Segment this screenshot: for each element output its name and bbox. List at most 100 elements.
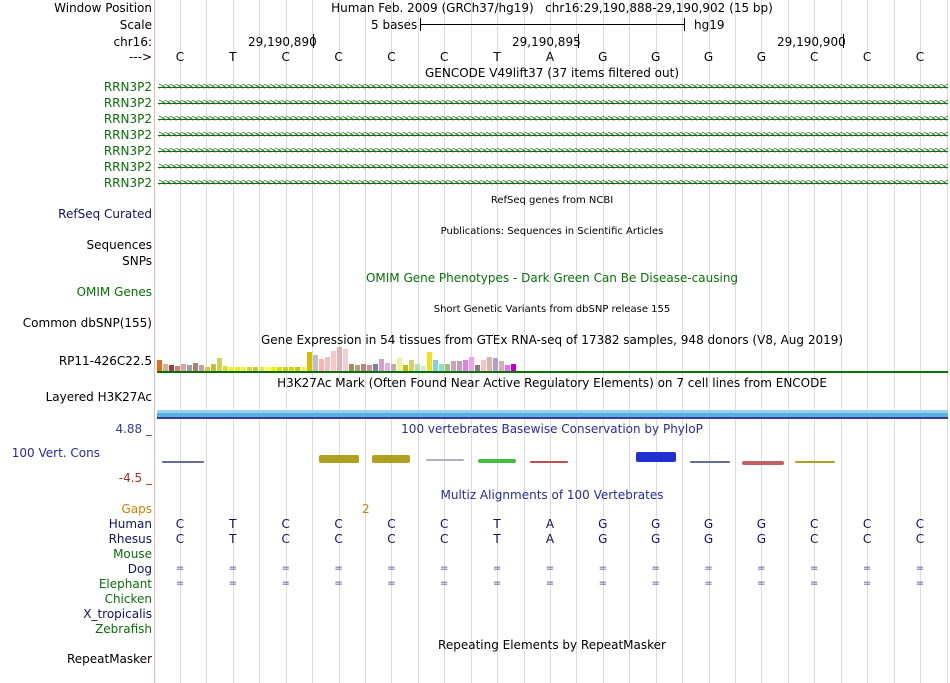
gtex-tissue-bar[interactable] [295,367,300,371]
gene-feature[interactable] [158,151,948,152]
gtex-tissue-bar[interactable] [451,361,456,371]
gtex-tissue-bar[interactable] [445,364,450,371]
species-label[interactable]: Rhesus [108,532,152,546]
gtex-tissue-bar[interactable] [373,364,378,371]
gene-feature[interactable] [158,103,948,104]
species-label[interactable]: X_tropicalis [83,607,152,621]
gtex-tissue-bar[interactable] [241,367,246,371]
publications-track-label[interactable]: Sequences [86,238,152,252]
h3k27ac-track-label[interactable]: Layered H3K27Ac [45,390,152,404]
gtex-tissue-bar[interactable] [217,358,222,371]
conservation-logo[interactable] [319,455,359,463]
gene-feature[interactable] [158,183,948,184]
conservation-logo[interactable] [478,459,516,463]
species-label[interactable]: Mouse [113,547,152,561]
gtex-tissue-bar[interactable] [325,357,330,371]
gtex-tissue-bar[interactable] [397,358,402,371]
species-label[interactable]: Elephant [98,577,152,591]
conservation-logo[interactable] [530,461,568,463]
snps-track-label[interactable]: SNPs [122,254,152,268]
species-label[interactable]: Zebrafish [95,622,152,636]
gtex-tissue-bar[interactable] [289,367,294,371]
gtex-tissue-bar[interactable] [157,360,162,371]
gtex-expression-chart[interactable] [157,346,537,371]
gtex-tissue-bar[interactable] [499,361,504,371]
gtex-tissue-bar[interactable] [493,358,498,371]
gtex-tissue-bar[interactable] [403,365,408,371]
gtex-tissue-bar[interactable] [211,364,216,371]
gtex-tissue-bar[interactable] [331,351,336,371]
gtex-tissue-bar[interactable] [487,357,492,371]
gtex-tissue-bar[interactable] [391,364,396,371]
gencode-item-label[interactable]: RRN3P2 [103,160,152,174]
gencode-item-label[interactable]: RRN3P2 [103,176,152,190]
gtex-tissue-bar[interactable] [463,360,468,371]
gtex-gene-bar[interactable] [157,371,948,373]
gtex-tissue-bar[interactable] [367,365,372,371]
gtex-tissue-bar[interactable] [337,347,342,371]
species-label[interactable]: Dog [127,562,152,576]
gencode-item-label[interactable]: RRN3P2 [103,128,152,142]
gtex-tissue-bar[interactable] [469,357,474,371]
gtex-tissue-bar[interactable] [385,363,390,371]
dbsnp-track-label[interactable]: Common dbSNP(155) [22,316,152,330]
gtex-tissue-bar[interactable] [235,367,240,371]
refseq-track-label[interactable]: RefSeq Curated [58,207,152,221]
gtex-tissue-bar[interactable] [163,364,168,371]
gtex-tissue-bar[interactable] [193,363,198,371]
gtex-tissue-bar[interactable] [343,349,348,371]
gtex-tissue-bar[interactable] [457,361,462,371]
conservation-logo[interactable] [636,452,676,462]
gtex-tissue-bar[interactable] [433,360,438,371]
gtex-tissue-bar[interactable] [307,352,312,371]
gtex-tissue-bar[interactable] [175,366,180,371]
gtex-tissue-bar[interactable] [169,365,174,371]
gtex-tissue-bar[interactable] [349,364,354,371]
gtex-tissue-bar[interactable] [205,367,210,371]
conservation-logo[interactable] [690,461,730,463]
conservation-logo[interactable] [372,455,410,463]
repeatmasker-track-label[interactable]: RepeatMasker [66,652,152,666]
gtex-tissue-bar[interactable] [505,365,510,371]
gtex-tissue-bar[interactable] [223,366,228,371]
gene-feature[interactable] [158,135,948,136]
gtex-tissue-bar[interactable] [427,352,432,371]
gtex-tissue-bar[interactable] [439,364,444,371]
conservation-logo[interactable] [742,461,784,465]
gtex-tissue-bar[interactable] [481,360,486,371]
conservation-logo[interactable] [795,461,835,463]
gtex-tissue-bar[interactable] [301,367,306,371]
gencode-item-label[interactable]: RRN3P2 [103,80,152,94]
conservation-logo[interactable] [162,461,204,463]
gtex-tissue-bar[interactable] [475,365,480,371]
gene-feature[interactable] [158,87,948,88]
gtex-tissue-bar[interactable] [181,364,186,371]
omim-track-label[interactable]: OMIM Genes [76,285,152,299]
phylop-track-label[interactable]: 100 Vert. Cons [11,446,100,460]
gtex-tissue-bar[interactable] [199,365,204,371]
gtex-tissue-bar[interactable] [409,360,414,371]
gtex-tissue-bar[interactable] [265,367,270,371]
gtex-tissue-bar[interactable] [361,364,366,371]
gtex-tissue-bar[interactable] [379,359,384,371]
gtex-tissue-bar[interactable] [415,364,420,371]
gene-feature[interactable] [158,167,948,168]
gene-feature[interactable] [158,119,948,120]
gtex-tissue-bar[interactable] [313,355,318,371]
gencode-item-label[interactable]: RRN3P2 [103,144,152,158]
gtex-tissue-bar[interactable] [511,364,516,371]
gencode-item-label[interactable]: RRN3P2 [103,96,152,110]
gtex-tissue-bar[interactable] [229,367,234,371]
gtex-tissue-bar[interactable] [277,367,282,371]
gtex-tissue-bar[interactable] [421,366,426,371]
gtex-tissue-bar[interactable] [319,359,324,371]
gtex-tissue-bar[interactable] [271,367,276,371]
gtex-track-label[interactable]: RP11-426C22.5 [58,354,152,368]
species-label[interactable]: Human [108,517,152,531]
gtex-tissue-bar[interactable] [355,365,360,371]
species-label[interactable]: Chicken [104,592,152,606]
gtex-tissue-bar[interactable] [247,367,252,371]
gtex-tissue-bar[interactable] [253,367,258,371]
gencode-item-label[interactable]: RRN3P2 [103,112,152,126]
